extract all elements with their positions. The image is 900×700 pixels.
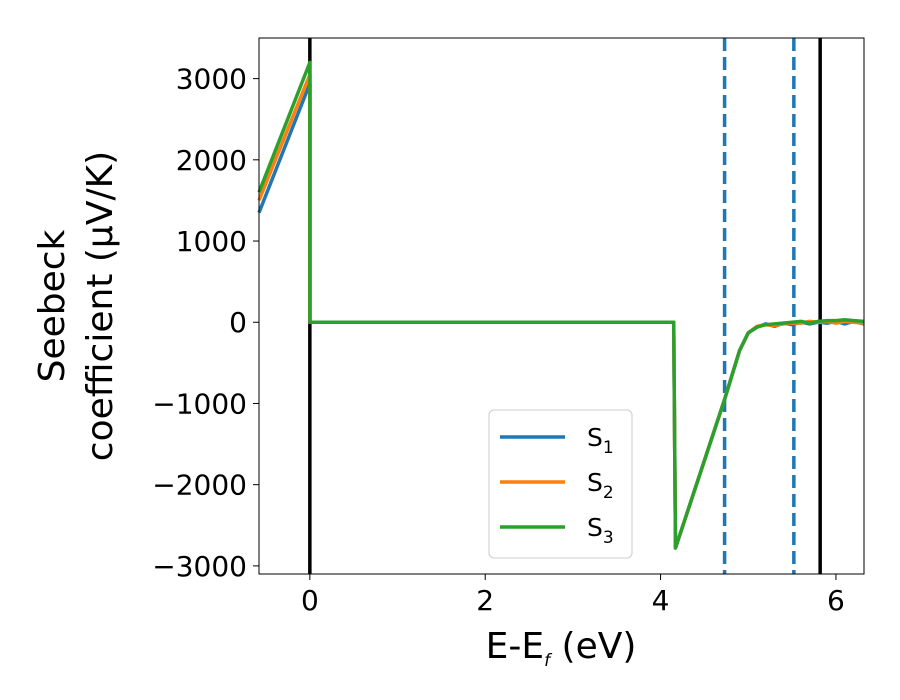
- x-tick-label: 4: [652, 584, 670, 617]
- x-ticks: 0 2 4 6: [301, 574, 845, 617]
- y-tick-label: −3000: [152, 550, 247, 583]
- y-axis-label-line1: Seebeck: [32, 229, 73, 382]
- legend: S1 S2 S3: [488, 409, 633, 559]
- legend-label-s1: S1: [587, 423, 614, 458]
- legend-label-s3: S3: [587, 513, 614, 548]
- legend-box: [488, 409, 633, 559]
- series-lines: [257, 60, 865, 550]
- x-tick-label: 0: [301, 584, 319, 617]
- y-tick-label: −1000: [152, 387, 247, 420]
- y-tick-label: 0: [229, 306, 247, 339]
- x-tick-label: 6: [827, 584, 845, 617]
- y-tick-label: 3000: [176, 63, 247, 96]
- legend-label-s2: S2: [587, 468, 614, 503]
- y-tick-label: −2000: [152, 469, 247, 502]
- x-tick-label: 2: [476, 584, 494, 617]
- y-tick-label: 1000: [176, 225, 247, 258]
- y-ticks: −3000 −2000 −1000 0 1000 2000 3000: [152, 63, 259, 583]
- plot-frame: [258, 37, 865, 575]
- y-axis-label-line2: coefficient (μV/K): [80, 151, 121, 461]
- y-tick-label: 2000: [176, 144, 247, 177]
- x-axis-label: E-Ef (eV): [486, 626, 637, 671]
- series-line-s3: [257, 60, 865, 550]
